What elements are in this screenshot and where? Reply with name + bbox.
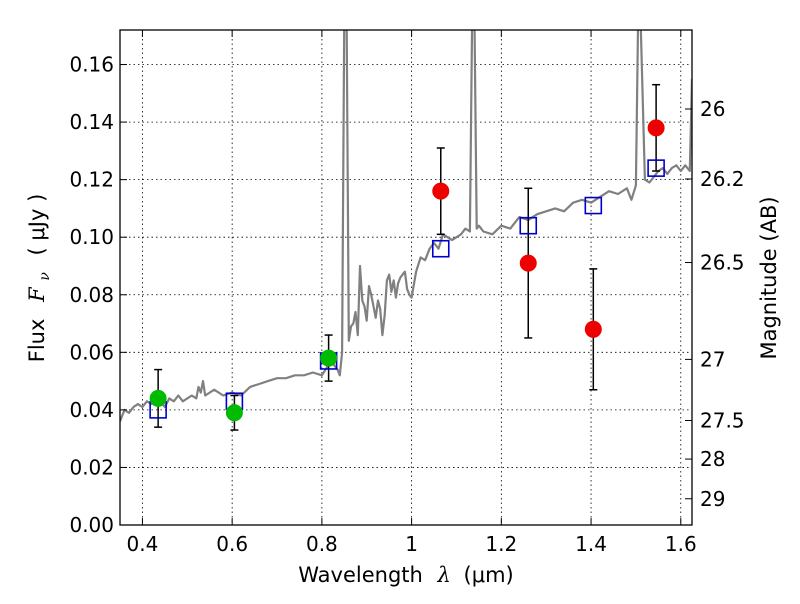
gridlines — [120, 30, 692, 526]
x-tick-label: 0.6 — [216, 532, 248, 556]
optical-point — [320, 349, 338, 367]
y-tick-label: 0.06 — [69, 340, 114, 364]
x-tick-label: 0.4 — [127, 532, 159, 556]
x-tick-label: 1.4 — [575, 532, 607, 556]
y-tick-label: 0.08 — [69, 283, 114, 307]
y-tick-label: 0.10 — [69, 225, 114, 249]
y-tick-label: 0.04 — [69, 398, 114, 422]
x-axis-label-unit: (μm) — [464, 563, 514, 587]
y2-tick-label: 29 — [700, 487, 725, 511]
x-tick-label: 1.2 — [485, 532, 517, 556]
y-axis-label-unit: ( μJy ) — [25, 194, 49, 256]
y-tick-label: 0.16 — [69, 53, 114, 77]
model-square — [519, 216, 538, 235]
model-square — [647, 159, 665, 177]
model-square — [431, 239, 450, 258]
model-square — [584, 196, 603, 215]
nir-point — [432, 182, 450, 200]
y2-tick-label: 28 — [700, 447, 725, 471]
x-tick-label: 1.6 — [665, 532, 697, 556]
spectrum-line — [120, 30, 692, 422]
optical-point — [225, 404, 243, 422]
y2-tick-label: 27 — [700, 347, 725, 371]
nir-point — [584, 320, 602, 338]
y-axis-label: Flux F ν ( μJy ) — [25, 194, 54, 363]
y-tick-label: 0.12 — [69, 168, 114, 192]
x-tick-label: 0.8 — [306, 532, 338, 556]
y-axis-label-symbol: F — [25, 286, 49, 303]
x-tick-label: 1 — [405, 532, 418, 556]
spectrum-layer — [120, 30, 692, 422]
ticks: 0.4 0.6 0.8 1 1.2 1.4 1.6 0.00 0.02 0.04 0.06 0.08 0… — [69, 30, 745, 556]
optical-point — [149, 389, 167, 407]
plot-frame — [119, 29, 693, 526]
y2-axis-label: Magnitude (AB) — [757, 196, 781, 359]
y-axis-label-subscript: ν — [37, 272, 53, 281]
x-axis-label-text: Wavelength — [298, 563, 423, 587]
nir-point — [519, 254, 537, 272]
y2-tick-label: 27.5 — [700, 409, 745, 433]
y-axis-label-text: Flux — [25, 319, 49, 363]
nir-point — [647, 119, 665, 137]
y2-tick-label: 26.2 — [700, 167, 745, 191]
x-axis-label: Wavelength λ (μm) — [298, 563, 513, 587]
y-tick-label: 0.14 — [69, 110, 114, 134]
y2-tick-label: 26.5 — [700, 251, 745, 275]
y-tick-label: 0.02 — [69, 455, 114, 479]
y2-tick-label: 26 — [700, 97, 725, 121]
x-axis-label-symbol: λ — [437, 563, 451, 587]
y-tick-label: 0.00 — [69, 513, 114, 537]
marker-layer — [149, 119, 665, 422]
